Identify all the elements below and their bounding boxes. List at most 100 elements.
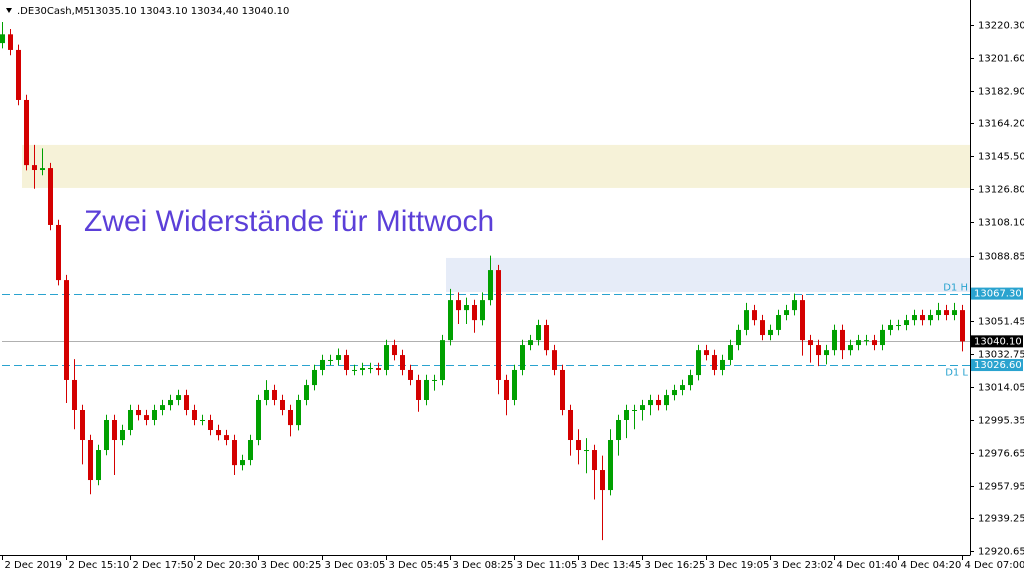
candle-body (320, 359, 325, 370)
candle-body (632, 409, 637, 411)
candle-body (64, 280, 69, 380)
candle-body (520, 345, 525, 370)
candle-body (744, 310, 749, 330)
candle-body (72, 379, 77, 410)
candle-body (896, 325, 901, 327)
candle-body (816, 345, 821, 356)
candle-body (240, 460, 245, 466)
candle-body (80, 409, 85, 441)
candle-body (48, 168, 53, 225)
y-tick-label: 13088.85 (978, 252, 1024, 263)
x-tick-label: 2 Dec 2019 (5, 560, 63, 571)
x-tick-label: 3 Dec 00:25 (261, 560, 322, 571)
x-tick-label: 2 Dec 15:10 (69, 560, 130, 571)
candle-body (712, 355, 717, 370)
candle-body (832, 329, 837, 351)
candle-body (152, 409, 157, 421)
x-tick-label: 3 Dec 23:02 (773, 560, 834, 571)
candle-body (648, 399, 653, 406)
candle-body (144, 415, 149, 421)
candle-body (296, 399, 301, 426)
level-price-box (971, 335, 1023, 348)
candle-body (544, 325, 549, 351)
candle-body (112, 420, 117, 441)
plot-area (0, 22, 970, 541)
candle-body (512, 369, 517, 400)
candle-body (496, 270, 501, 380)
candle-body (168, 399, 173, 406)
candle-body (232, 440, 237, 466)
candle-body (680, 385, 685, 390)
level-price-label: 13026.60 (974, 360, 1022, 371)
candle-body (352, 369, 357, 371)
candle-body (264, 389, 269, 400)
candle-body (872, 340, 877, 346)
level-price-label: 13040.10 (974, 336, 1022, 347)
zone (446, 257, 970, 293)
header-values: 13035.10 13043.10 13034,40 13040.10 (89, 6, 289, 17)
candle-body (944, 310, 949, 316)
candle-body (480, 300, 485, 321)
candle-body (840, 329, 845, 351)
candle-body (936, 310, 941, 316)
level-price-label: 13067.30 (974, 289, 1022, 300)
candle-body (920, 315, 925, 321)
candle-body (392, 345, 397, 356)
candle-body (560, 369, 565, 410)
candle-body (640, 405, 645, 410)
level-name: D1 H (943, 283, 968, 294)
candle-body (568, 409, 573, 441)
candle-body (472, 305, 477, 321)
y-tick-label: 13051.45 (978, 317, 1024, 328)
candle-body (952, 310, 957, 316)
candle-body (880, 329, 885, 346)
y-tick-label: 12995.35 (978, 416, 1024, 427)
candle-body (248, 440, 253, 461)
candle-body (40, 168, 45, 171)
candle-body (856, 340, 861, 346)
candle-body (616, 420, 621, 441)
y-tick-label: 12957.95 (978, 482, 1024, 493)
level-price-box (971, 287, 1023, 300)
candle-body (120, 430, 125, 441)
menu-arrow[interactable] (6, 8, 12, 13)
candle-body (16, 49, 21, 100)
y-tick-label: 12976.65 (978, 449, 1024, 460)
candle-body (488, 270, 493, 301)
candle-body (104, 420, 109, 451)
candle-body (960, 310, 965, 342)
candle-body (336, 355, 341, 360)
candle-body (576, 440, 581, 451)
candle-body (584, 450, 589, 452)
candle-body (432, 379, 437, 381)
candle-body (384, 345, 389, 370)
candle-body (848, 345, 853, 351)
candle-body (504, 379, 509, 400)
candle-body (688, 375, 693, 386)
candle-body (768, 329, 773, 336)
y-tick-label: 13182.90 (978, 87, 1024, 98)
candle-body (456, 300, 461, 311)
candle-body (792, 300, 797, 311)
x-tick-label: 4 Dec 01:40 (837, 560, 898, 571)
y-tick-label: 12939.25 (978, 514, 1024, 525)
candle-body (360, 368, 365, 370)
y-tick-label: 13164.20 (978, 119, 1024, 130)
candle-body (592, 450, 597, 471)
candle-body (160, 405, 165, 410)
candle-body (280, 399, 285, 410)
candle-body (184, 395, 189, 410)
candle-body (408, 369, 413, 380)
candle-body (608, 440, 613, 491)
level-name: D1 L (945, 368, 968, 379)
candle-body (752, 310, 757, 321)
candle-body (272, 389, 277, 400)
x-tick-label: 3 Dec 11:05 (517, 560, 578, 571)
candle-body (464, 305, 469, 311)
symbol: .DE30Cash,M5 (17, 6, 90, 17)
candle-body (32, 165, 37, 171)
x-tick-label: 3 Dec 19:05 (709, 560, 770, 571)
candle-body (376, 368, 381, 370)
candle-body (824, 350, 829, 356)
candle-body (528, 340, 533, 346)
